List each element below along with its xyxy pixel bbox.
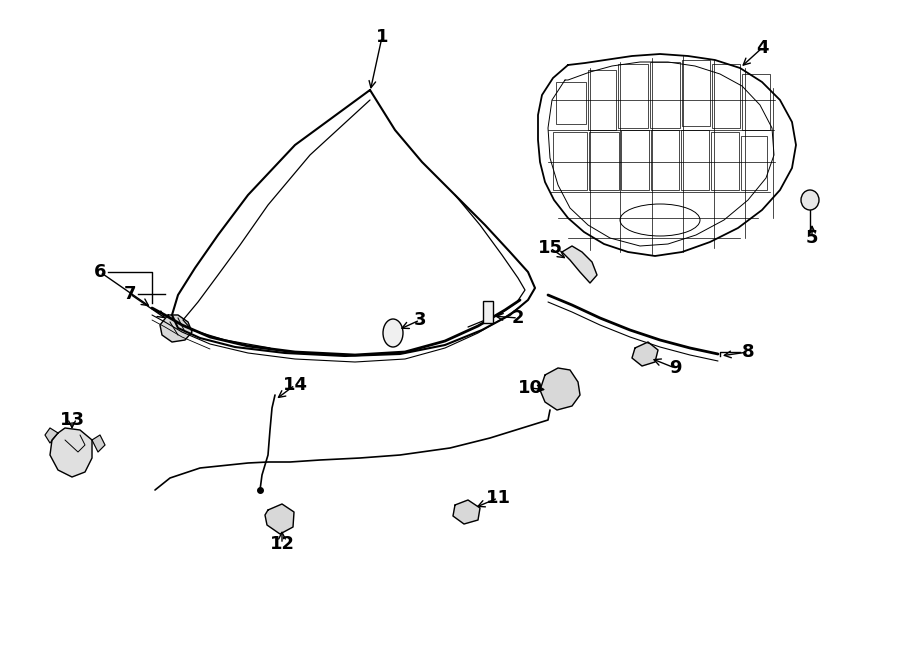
Polygon shape: [562, 246, 597, 283]
Bar: [650, 62, 680, 128]
Bar: [741, 136, 767, 190]
Polygon shape: [160, 315, 192, 342]
Ellipse shape: [383, 319, 403, 347]
Polygon shape: [45, 428, 58, 443]
Bar: [681, 130, 709, 190]
Text: 8: 8: [742, 343, 754, 361]
Polygon shape: [453, 500, 480, 524]
Ellipse shape: [801, 190, 819, 210]
Polygon shape: [540, 368, 580, 410]
Text: 4: 4: [756, 39, 769, 57]
Bar: [618, 64, 648, 128]
Bar: [589, 132, 619, 190]
Text: 6: 6: [94, 263, 106, 281]
Bar: [682, 60, 710, 126]
Bar: [742, 74, 770, 130]
Text: 15: 15: [537, 239, 562, 257]
Bar: [553, 132, 587, 190]
Bar: [651, 130, 679, 190]
Text: 5: 5: [806, 229, 818, 247]
Text: 12: 12: [269, 535, 294, 553]
Text: 1: 1: [376, 28, 388, 46]
Bar: [588, 70, 616, 130]
Text: 2: 2: [512, 309, 524, 327]
Polygon shape: [50, 428, 92, 477]
Text: 13: 13: [59, 411, 85, 429]
Text: 9: 9: [669, 359, 681, 377]
Bar: [621, 130, 649, 190]
Text: 10: 10: [518, 379, 543, 397]
Text: 3: 3: [414, 311, 427, 329]
Polygon shape: [92, 435, 105, 452]
Text: 14: 14: [283, 376, 308, 394]
Text: 7: 7: [124, 285, 136, 303]
Text: 11: 11: [485, 489, 510, 507]
Bar: [483, 301, 493, 323]
Bar: [556, 82, 586, 124]
Polygon shape: [632, 342, 658, 366]
Polygon shape: [265, 504, 294, 534]
Bar: [712, 64, 740, 128]
Bar: [711, 132, 739, 190]
